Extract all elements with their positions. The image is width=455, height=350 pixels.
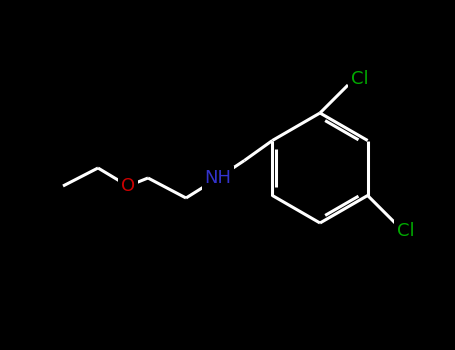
Text: Cl: Cl bbox=[351, 70, 369, 88]
Text: Cl: Cl bbox=[397, 223, 415, 240]
Text: NH: NH bbox=[204, 169, 232, 187]
Text: O: O bbox=[121, 177, 135, 195]
